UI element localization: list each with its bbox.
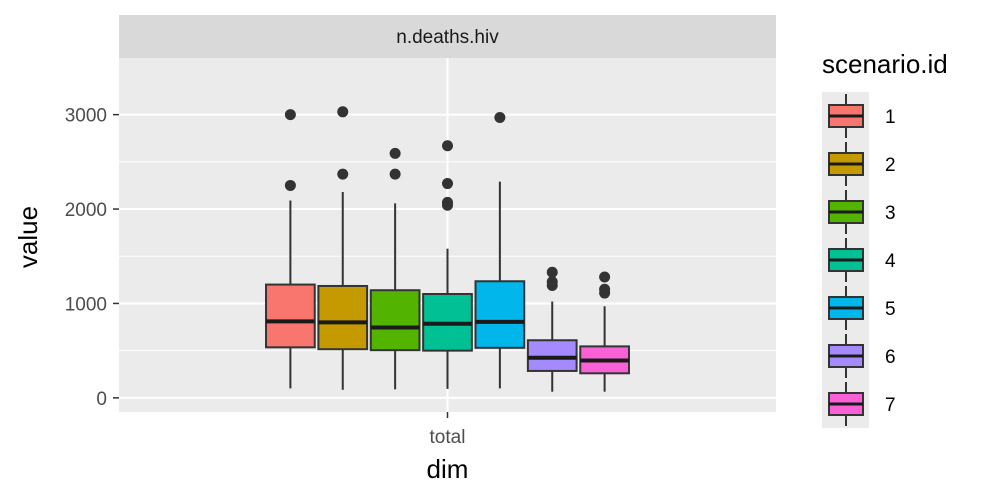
y-axis-tick-label: 1000: [65, 294, 107, 315]
outlier-point: [337, 168, 349, 180]
box-body: [265, 283, 316, 349]
legend-label: 6: [885, 347, 896, 368]
y-axis-title: value: [13, 206, 43, 268]
outlier-point: [599, 283, 611, 295]
legend-label: 2: [885, 155, 896, 176]
y-axis-tick-label: 3000: [65, 106, 107, 127]
outlier-point: [494, 111, 506, 123]
outlier-point: [389, 147, 401, 159]
axis-layer: 0 1000 2000 3000: [65, 106, 449, 418]
y-axis-tick-label: 0: [96, 389, 107, 410]
y-axis-tick-label: 2000: [65, 200, 107, 221]
outlier-point: [389, 168, 401, 180]
box-body: [474, 280, 526, 349]
legend-label: 7: [885, 395, 896, 416]
box-body: [526, 339, 578, 372]
box-layer: [265, 106, 630, 392]
outlier-point: [337, 106, 349, 118]
outlier-point: [546, 266, 558, 278]
outlier-point: [599, 271, 611, 283]
outlier-point: [284, 109, 296, 121]
legend-layer: 1 2 3 4 5 6 7: [828, 94, 896, 426]
outlier-point: [546, 276, 558, 288]
outlier-point: [442, 140, 453, 152]
legend-title: scenario.id: [822, 49, 948, 79]
outlier-point: [442, 196, 453, 208]
facet-strip: [119, 15, 776, 58]
facet-label: n.deaths.hiv: [396, 27, 499, 48]
box-body: [317, 284, 369, 351]
x-axis-title: dim: [427, 454, 469, 484]
legend-label: 4: [885, 251, 896, 272]
legend-label: 3: [885, 203, 896, 224]
outlier-point: [442, 178, 453, 190]
outlier-point: [284, 179, 296, 191]
legend-label: 1: [885, 107, 896, 128]
x-axis-tick-label: total: [430, 427, 466, 448]
box-body: [369, 289, 421, 352]
legend-label: 5: [885, 299, 896, 320]
